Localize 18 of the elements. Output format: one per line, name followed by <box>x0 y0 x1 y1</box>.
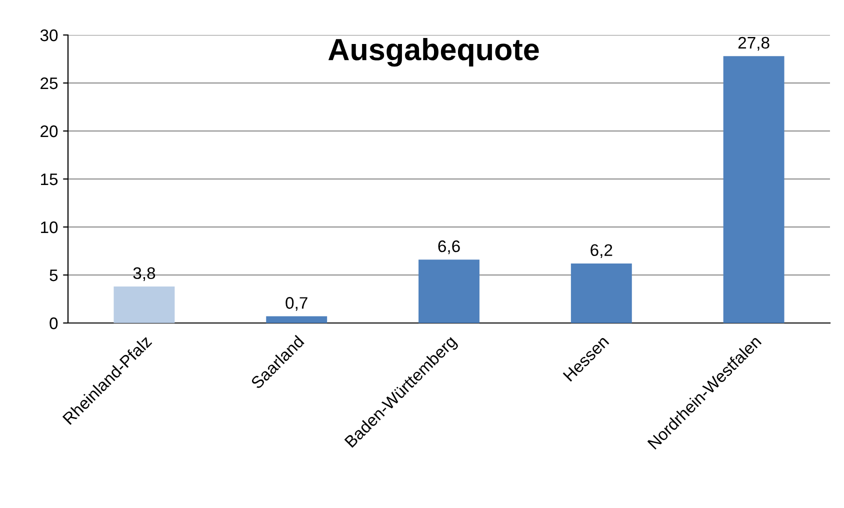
chart-title: Ausgabequote <box>328 38 539 67</box>
data-label: 6,6 <box>438 240 460 254</box>
y-tick-label: 0 <box>50 317 58 330</box>
bar <box>418 260 480 323</box>
y-tick-label: 5 <box>50 270 58 282</box>
y-tick-label: 10 <box>41 221 58 234</box>
data-label: 6,2 <box>590 244 612 258</box>
data-label: 27,8 <box>738 36 770 51</box>
y-tick-label: 30 <box>40 29 58 42</box>
y-tick-label: 15 <box>41 174 58 186</box>
bar <box>114 286 175 323</box>
bar <box>570 263 632 323</box>
bar <box>723 56 784 323</box>
y-tick-label: 20 <box>40 125 58 138</box>
data-label: 0,7 <box>286 297 308 311</box>
data-label: 3,8 <box>133 267 156 282</box>
bar <box>266 316 328 323</box>
y-tick-label: 25 <box>40 77 58 90</box>
